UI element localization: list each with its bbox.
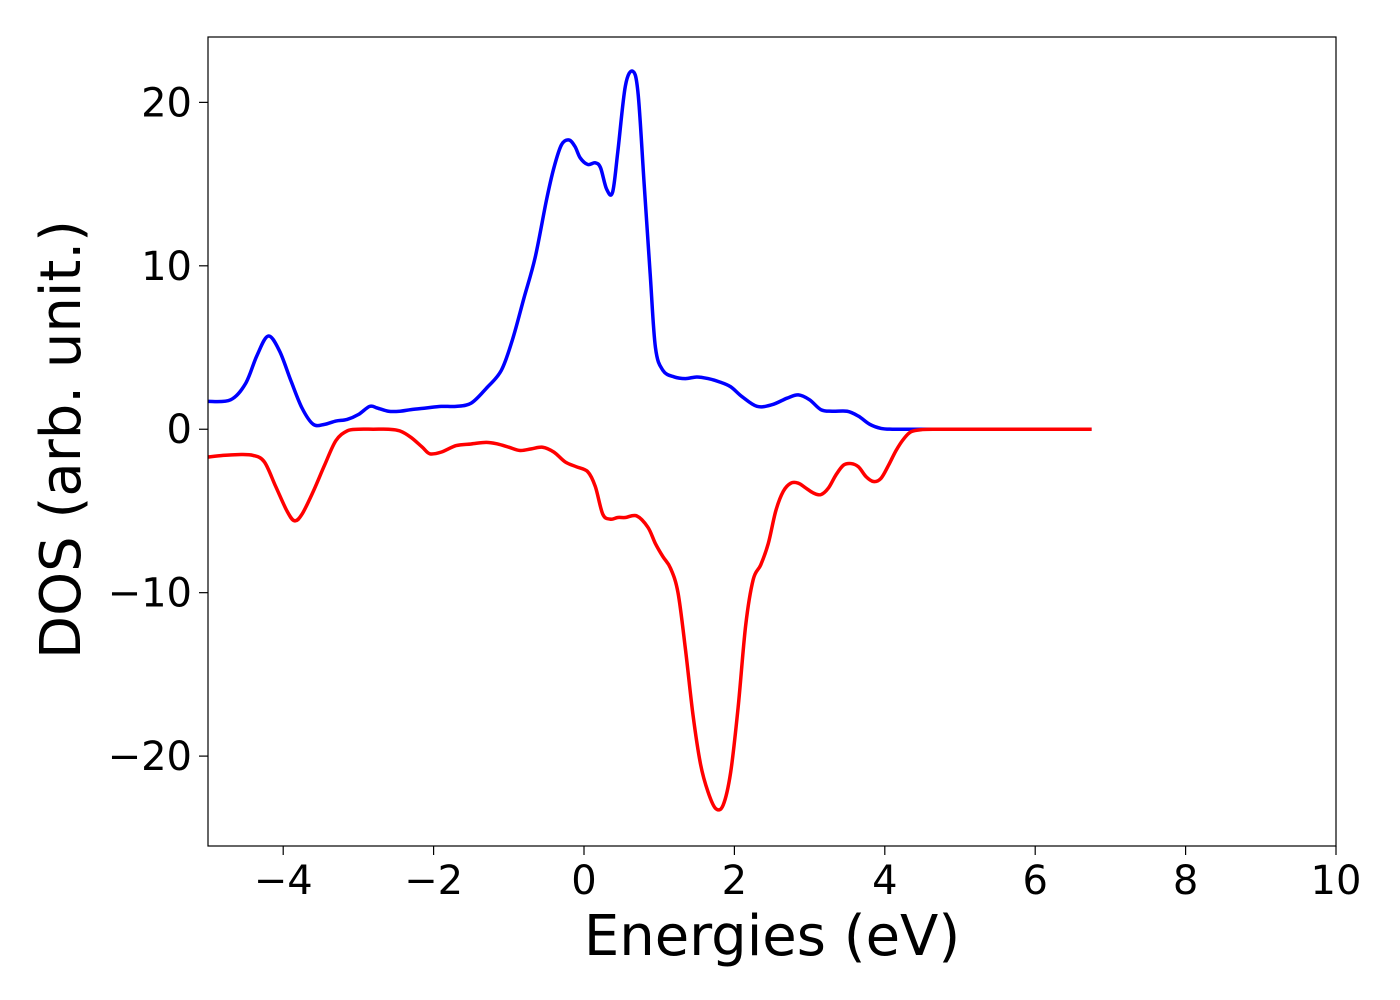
x-tick-label: 2 (722, 858, 747, 904)
series-layer (208, 69, 1092, 812)
y-tick-label: 0 (167, 407, 192, 453)
dos-series-line-2 (208, 427, 1092, 812)
axes-frame (207, 36, 1337, 847)
x-tick-label: −2 (404, 858, 463, 904)
y-tick-label: 20 (141, 80, 192, 126)
dos-series-line-1 (208, 69, 1092, 432)
x-axis-ticks: −4 −2 0 2 4 6 8 10 (254, 846, 1362, 904)
x-axis-label: Energies (eV) (584, 904, 960, 969)
y-axis-ticks: −20 −10 0 10 20 (108, 80, 208, 780)
y-tick-label: 10 (141, 244, 192, 290)
x-tick-label: −4 (254, 858, 313, 904)
x-tick-label: 0 (571, 858, 596, 904)
y-tick-label: −20 (108, 734, 192, 780)
x-tick-label: 8 (1173, 858, 1198, 904)
x-tick-label: 6 (1022, 858, 1047, 904)
y-axis-label: DOS (arb. unit.) (29, 220, 94, 659)
y-tick-label: −10 (108, 571, 192, 617)
x-tick-label: 10 (1311, 858, 1362, 904)
x-tick-label: 4 (872, 858, 897, 904)
